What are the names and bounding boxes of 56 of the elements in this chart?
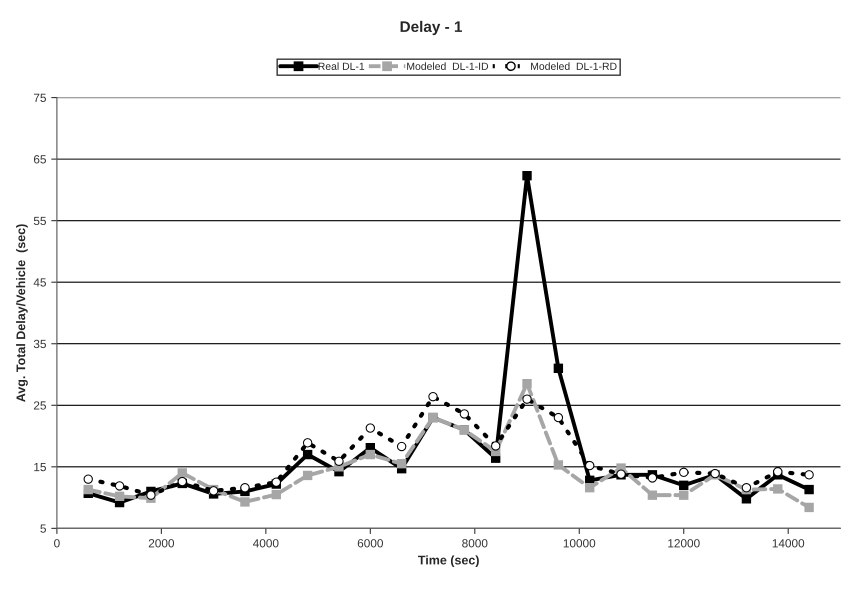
x-tick-label: 4000 [252,539,279,548]
point [302,450,312,460]
point [272,490,281,500]
point [522,171,532,180]
point [554,364,564,374]
point [240,483,250,492]
point [679,468,688,478]
point [178,468,187,478]
point [428,392,438,402]
point [585,460,594,470]
point [114,492,124,502]
legend-label: Modeled DL-1-RD [531,62,617,70]
y-tick-label: 55 [34,216,46,226]
x-tick-label: 2000 [148,539,174,548]
y-tick-label: 5 [40,524,46,533]
point [491,441,500,451]
x-tick-label: 14000 [772,539,804,548]
point [773,484,782,494]
point [679,490,688,500]
y-tick-label: 75 [34,94,46,102]
x-tick-label: 12000 [668,539,700,548]
chart-title: Delay - 1 [400,20,462,36]
point [804,502,814,512]
point [554,460,564,470]
point [522,379,532,388]
point [742,494,752,504]
point [679,480,688,490]
y-tick-label: 25 [34,401,46,410]
y-tick-label: 45 [34,278,46,287]
point [302,470,312,480]
legend-label: Modeled DL-1-ID [407,62,488,70]
point [84,474,93,484]
point [366,423,375,433]
x-tick-label: 0 [54,539,60,548]
point [648,490,658,500]
point [396,442,406,452]
point [773,467,782,476]
x-axis-title: Time (sec) [418,555,479,567]
point [240,497,250,507]
y-axis-title: Avg. Total Delay/Vehicle (sec) [16,224,28,402]
point [585,483,594,492]
point [334,456,344,466]
point [84,484,93,494]
point [396,459,406,468]
point [804,484,814,494]
y-tick-label: 15 [34,462,46,472]
x-tick-label: 6000 [358,539,383,548]
point [146,490,156,500]
point [522,394,532,404]
y-tick-label: 65 [34,155,46,164]
legend-label: Real DL-1 [318,62,364,70]
x-tick-label: 10000 [564,539,596,548]
y-tick-label: 35 [34,340,46,348]
point [648,473,658,483]
x-tick-label: 8000 [462,539,488,548]
point [366,450,375,460]
